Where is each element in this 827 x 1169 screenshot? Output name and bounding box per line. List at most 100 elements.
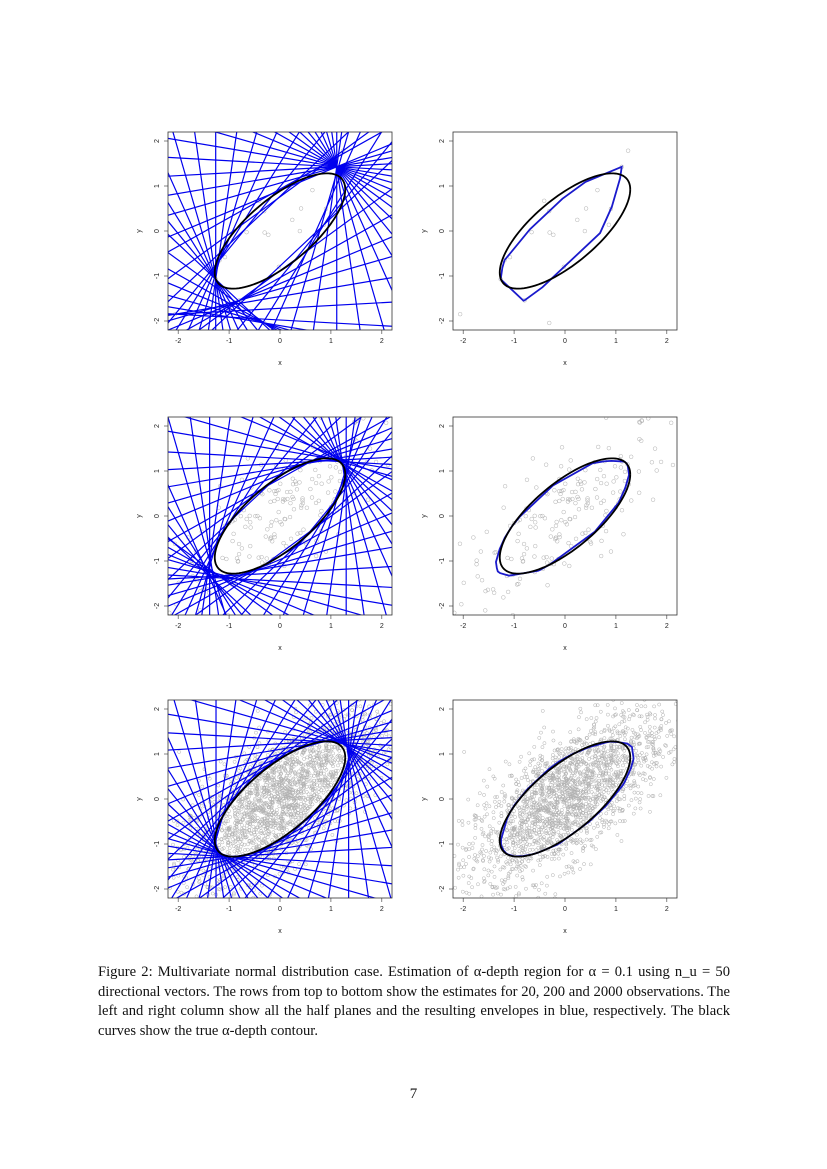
data-point — [596, 781, 601, 786]
data-point — [309, 495, 315, 500]
data-point — [560, 780, 565, 784]
half-plane-line — [185, 214, 392, 330]
data-point — [595, 787, 600, 792]
data-point — [262, 786, 267, 791]
data-point — [540, 787, 545, 792]
data-point — [642, 772, 647, 776]
data-point — [566, 806, 570, 811]
data-point — [558, 874, 562, 879]
data-point — [645, 739, 650, 744]
data-point — [175, 823, 180, 827]
data-point — [248, 520, 253, 525]
data-point — [245, 847, 250, 852]
data-point — [535, 788, 540, 792]
data-point — [609, 806, 614, 810]
data-point — [336, 768, 340, 773]
data-point — [588, 539, 593, 544]
data-point — [561, 487, 566, 493]
half-plane-line — [320, 417, 392, 578]
y-tick-label: 0 — [154, 229, 161, 233]
data-point — [614, 761, 618, 765]
data-point — [224, 814, 228, 818]
data-point — [531, 868, 535, 873]
data-point — [242, 814, 247, 819]
data-point — [533, 520, 538, 525]
data-point — [558, 765, 563, 770]
data-point — [665, 734, 670, 738]
data-point — [596, 795, 600, 800]
data-point — [176, 858, 181, 863]
data-point — [250, 815, 255, 820]
true-contour — [498, 172, 632, 290]
data-point — [303, 862, 308, 867]
data-point — [535, 841, 540, 845]
data-point — [587, 732, 592, 737]
data-point — [569, 837, 574, 841]
data-point — [636, 790, 640, 795]
data-point — [605, 779, 610, 784]
data-point — [582, 769, 586, 774]
data-point — [545, 805, 550, 810]
data-point — [586, 527, 591, 532]
data-point — [234, 818, 239, 823]
data-point — [400, 773, 403, 776]
data-point — [496, 858, 500, 862]
data-point — [418, 858, 421, 861]
data-point — [652, 446, 658, 451]
data-point — [284, 801, 289, 806]
data-point — [231, 531, 236, 536]
data-point — [654, 468, 659, 473]
data-point — [507, 774, 512, 778]
data-point — [523, 766, 528, 771]
data-point — [532, 745, 537, 749]
data-point — [274, 518, 279, 523]
data-point — [473, 823, 478, 827]
half-plane-line — [298, 132, 392, 220]
data-point — [523, 514, 528, 519]
data-point — [555, 747, 560, 752]
data-point — [499, 892, 503, 897]
data-point — [623, 730, 628, 735]
data-point — [429, 911, 432, 914]
data-point — [572, 514, 578, 520]
data-point — [532, 794, 537, 799]
data-point — [294, 710, 298, 715]
data-point — [280, 786, 284, 791]
data-point — [577, 715, 581, 720]
data-point — [596, 787, 601, 791]
data-point — [476, 882, 480, 887]
data-point — [578, 706, 583, 711]
data-point — [487, 767, 492, 772]
data-point — [631, 811, 636, 816]
data-point — [604, 481, 609, 486]
data-point — [559, 808, 564, 812]
half-plane-line — [187, 132, 278, 330]
data-point — [502, 484, 508, 489]
data-point — [482, 803, 487, 807]
data-point — [604, 763, 609, 767]
data-point — [580, 839, 585, 844]
data-point — [620, 746, 625, 751]
data-point — [308, 779, 312, 784]
data-point — [243, 796, 247, 800]
data-point — [512, 830, 517, 835]
data-point — [637, 419, 642, 425]
data-point — [534, 883, 538, 887]
data-point — [632, 790, 637, 795]
data-point — [612, 772, 616, 777]
data-point — [288, 501, 293, 506]
data-point — [279, 823, 283, 828]
data-point — [534, 485, 539, 490]
data-point — [541, 555, 546, 560]
data-point — [509, 814, 513, 818]
half-plane-line — [326, 132, 385, 330]
data-point — [594, 716, 599, 720]
data-point — [285, 822, 289, 827]
data-point — [537, 833, 542, 837]
x-tick-label: 1 — [614, 623, 618, 630]
data-point — [575, 820, 579, 825]
data-point — [600, 783, 605, 787]
half-plane-line — [168, 700, 386, 822]
data-point — [430, 866, 433, 869]
data-point — [324, 744, 328, 749]
